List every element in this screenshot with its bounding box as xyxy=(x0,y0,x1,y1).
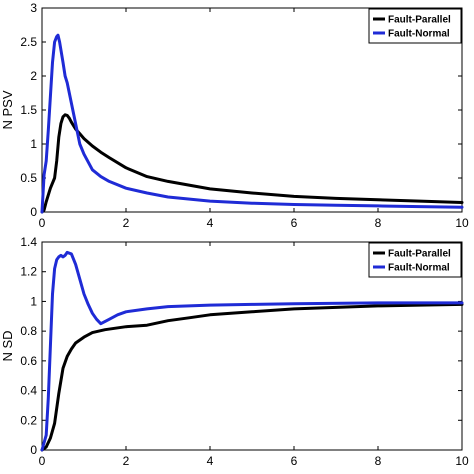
y-tick-label: 3 xyxy=(30,1,37,15)
y-tick-label: 0.8 xyxy=(20,324,37,338)
series-line-fault-parallel xyxy=(40,302,464,452)
y-tick-label: 1.5 xyxy=(20,103,37,117)
x-tick-label: 2 xyxy=(123,216,130,230)
legend-label: Fault-Normal xyxy=(388,29,450,40)
y-axis-label: N PSV xyxy=(0,90,15,129)
x-tick-label: 6 xyxy=(291,216,298,230)
legend-box xyxy=(368,242,462,278)
legend-label: Fault-Parallel xyxy=(388,15,451,26)
y-tick-label: 1.4 xyxy=(20,235,37,249)
legend-label: Fault-Parallel xyxy=(388,249,451,260)
y-tick-label: 1 xyxy=(30,137,37,151)
x-tick-label: 8 xyxy=(375,454,382,468)
x-tick-label: 0 xyxy=(39,454,46,468)
y-tick-label: 0.2 xyxy=(20,413,37,427)
y-tick-label: 0.6 xyxy=(20,354,37,368)
series-line-fault-normal xyxy=(40,250,464,452)
x-tick-label: 2 xyxy=(123,454,130,468)
x-tick-label: 10 xyxy=(455,454,469,468)
y-tick-label: 1 xyxy=(30,294,37,308)
legend: Fault-Parallel Fault-Normal xyxy=(368,8,462,44)
y-tick-label: 0 xyxy=(30,443,37,457)
x-tick-label: 6 xyxy=(291,454,298,468)
y-tick-label: 0 xyxy=(30,205,37,219)
y-tick-label: 0.4 xyxy=(20,384,37,398)
y-axis-label: N SD xyxy=(0,330,15,361)
series-line-fault-normal xyxy=(40,33,464,214)
legend-label: Fault-Normal xyxy=(388,263,450,274)
y-tick-label: 2.5 xyxy=(20,35,37,49)
y-tick-label: 1.2 xyxy=(20,265,37,279)
x-tick-label: 10 xyxy=(455,216,469,230)
x-tick-label: 8 xyxy=(375,216,382,230)
y-tick-label: 2 xyxy=(30,69,37,83)
series-line-fault-parallel xyxy=(40,113,464,214)
legend-box xyxy=(368,8,462,44)
x-tick-label: 4 xyxy=(207,216,214,230)
x-tick-label: 0 xyxy=(39,216,46,230)
x-tick-label: 4 xyxy=(207,454,214,468)
y-tick-label: 0.5 xyxy=(20,171,37,185)
legend: Fault-Parallel Fault-Normal xyxy=(368,242,462,278)
sd-panel: 0 2 4 6 8 10 0 0.2 0.4 0.6 0.8 1 1.2 1.4 N SD Fault-Par… xyxy=(0,235,469,468)
